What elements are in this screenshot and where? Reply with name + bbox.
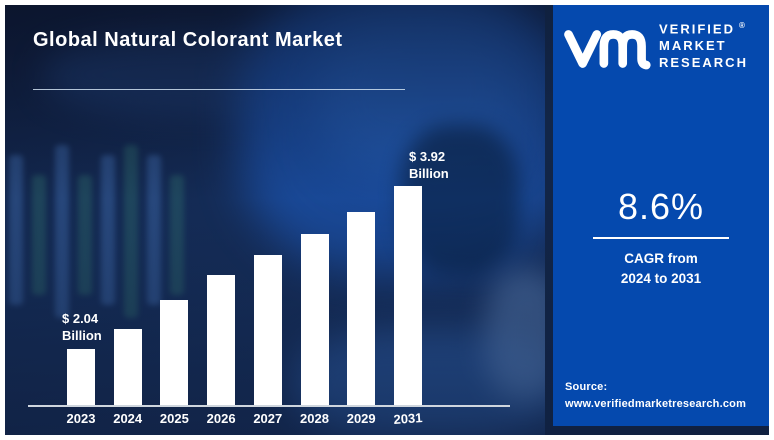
brand-line-verified: VERIFIED xyxy=(659,21,735,37)
bar-2029 xyxy=(347,212,376,405)
annotation-2023-value: $ 2.04 xyxy=(62,311,99,326)
x-tick-2028: 2028 xyxy=(300,411,329,426)
registered-trademark-icon: ® xyxy=(738,21,745,30)
title-underline xyxy=(33,89,405,90)
vmr-logo: VERIFIED ® MARKET RESEARCH xyxy=(563,21,748,72)
infographic-card: Global Natural Colorant Market $ 2.04 Bi… xyxy=(5,5,769,435)
x-tick-2024: 2024 xyxy=(113,411,143,426)
x-tick-2023: 2023 xyxy=(66,411,96,426)
annotation-2023-unit: Billion xyxy=(62,327,102,343)
vmr-logo-icon xyxy=(563,22,651,72)
cagr-caption-line1: CAGR from xyxy=(624,251,698,266)
page-title: Global Natural Colorant Market xyxy=(33,29,343,51)
bar-2025 xyxy=(160,300,189,405)
x-tick-2029: 2029 xyxy=(346,411,376,426)
bar-2024 xyxy=(113,329,142,405)
annotation-2031-unit: Billion xyxy=(409,165,449,181)
bar-2027 xyxy=(253,255,282,405)
brand-line-research: RESEARCH xyxy=(659,55,748,71)
annotation-2031: $ 3.92 Billion xyxy=(409,149,449,183)
cagr-caption: CAGR from 2024 to 2031 xyxy=(553,249,769,290)
x-tick-2031: 2031 xyxy=(392,410,423,427)
annotation-2023: $ 2.04 Billion xyxy=(62,311,102,345)
x-tick-2026: 2026 xyxy=(206,411,236,426)
brand-line-market: MARKET xyxy=(659,38,727,54)
brand-panel: VERIFIED ® MARKET RESEARCH 8.6% CAGR from… xyxy=(553,5,769,426)
x-tick-2025: 2025 xyxy=(159,411,189,426)
cagr-value: 8.6% xyxy=(617,186,705,227)
vmr-logo-wordmark: VERIFIED ® MARKET RESEARCH xyxy=(659,21,748,72)
bar-2026 xyxy=(207,275,236,405)
annotation-2031-value: $ 3.92 xyxy=(409,149,446,164)
source-note: Source: www.verifiedmarketresearch.com xyxy=(565,379,746,412)
bar-2028 xyxy=(300,234,329,405)
cagr-stat: 8.6% CAGR from 2024 to 2031 xyxy=(553,186,769,290)
source-label: Source: xyxy=(565,381,608,393)
bar-2031 xyxy=(393,186,422,405)
cagr-divider xyxy=(593,237,729,239)
x-tick-2027: 2027 xyxy=(253,411,283,426)
cagr-caption-line2: 2024 to 2031 xyxy=(620,271,702,287)
bar-2023 xyxy=(67,349,95,405)
source-url: www.verifiedmarketresearch.com xyxy=(565,397,747,410)
x-axis-line xyxy=(28,405,510,407)
bar-chart: $ 2.04 Billion $ 3.92 Billion 2023 2024 20… xyxy=(5,5,545,435)
